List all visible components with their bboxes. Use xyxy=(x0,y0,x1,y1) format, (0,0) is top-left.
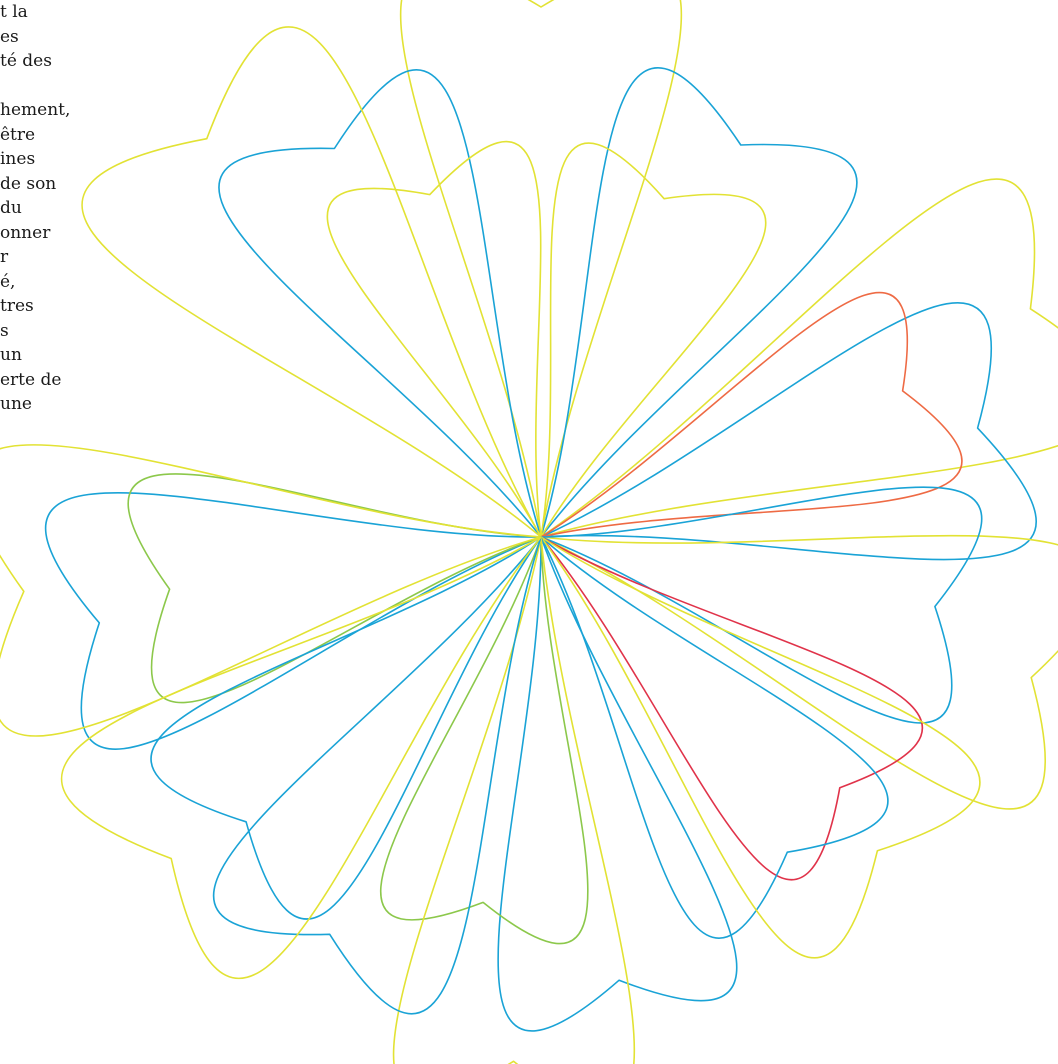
text-line: ines xyxy=(0,149,36,169)
red-petal-loop-15 xyxy=(540,536,924,881)
yellow-petal-loop-5 xyxy=(326,140,542,538)
text-line: erte de xyxy=(0,369,62,390)
green-petal-loop-12 xyxy=(127,473,542,704)
text-line: é, xyxy=(0,271,16,292)
yellow-petal-loop-3 xyxy=(540,142,767,538)
text-line: un xyxy=(0,345,22,365)
text-line: être xyxy=(0,124,36,145)
yellow-petal-loop-20 xyxy=(392,536,636,1064)
text-line xyxy=(0,74,175,99)
blue-petal-loop-8 xyxy=(540,301,1037,561)
green-petal-loop-19 xyxy=(380,536,589,945)
text-line: une xyxy=(0,394,32,414)
blue-petal-loop-22 xyxy=(212,536,542,1015)
text-line: du xyxy=(0,198,22,218)
yellow-petal-loop-13 xyxy=(0,444,542,737)
text-line: tres xyxy=(0,296,34,316)
blue-petal-loop-4 xyxy=(218,69,542,538)
blue-petal-loop-2 xyxy=(540,66,858,538)
text-line: t la xyxy=(0,2,28,22)
blue-petal-loop-14 xyxy=(540,486,983,724)
blue-petal-loop-11 xyxy=(44,491,542,750)
text-line: hement, xyxy=(0,100,71,120)
yellow-petal-loop-17 xyxy=(540,536,981,959)
text-line: té des xyxy=(0,51,52,71)
orange-petal-loop-9 xyxy=(540,291,963,538)
yellow-petal-loop-23 xyxy=(60,536,542,979)
yellow-petal-loop-1 xyxy=(399,0,683,538)
text-line: s xyxy=(0,320,9,341)
yellow-petal-loop-10 xyxy=(540,534,1058,810)
text-line: r xyxy=(0,247,9,267)
text-line: de son xyxy=(0,173,57,194)
text-line: es xyxy=(0,26,19,47)
yellow-petal-loop-7 xyxy=(540,178,1058,538)
body-text-column: t la es té des hement, être ines de son … xyxy=(0,0,175,417)
text-line: onner xyxy=(0,222,51,243)
blue-petal-loop-21 xyxy=(150,536,542,920)
blue-petal-loop-18 xyxy=(497,536,738,1032)
blue-petal-loop-16 xyxy=(540,536,889,939)
